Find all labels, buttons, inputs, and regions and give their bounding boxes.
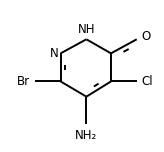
Text: O: O xyxy=(141,30,151,43)
Text: N: N xyxy=(50,47,58,60)
Text: NH₂: NH₂ xyxy=(75,130,98,142)
Text: NH: NH xyxy=(78,23,95,36)
Text: Br: Br xyxy=(17,75,30,88)
Text: Cl: Cl xyxy=(141,75,153,88)
